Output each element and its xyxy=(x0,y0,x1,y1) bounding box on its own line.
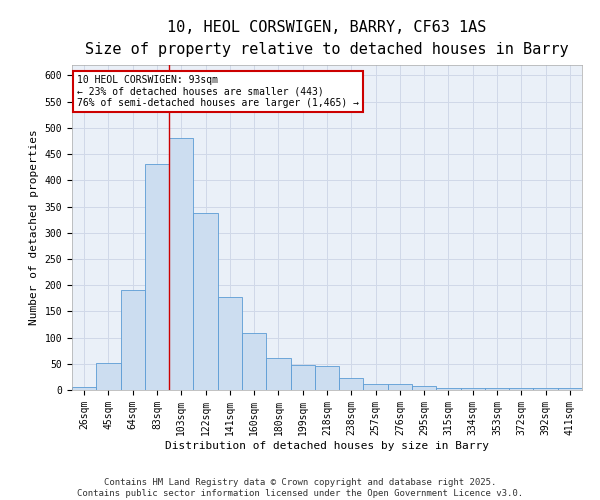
Bar xyxy=(193,214,218,390)
X-axis label: Distribution of detached houses by size in Barry: Distribution of detached houses by size … xyxy=(165,440,489,450)
Bar xyxy=(266,358,290,390)
Bar xyxy=(169,138,193,390)
Bar xyxy=(218,297,242,390)
Bar xyxy=(388,384,412,390)
Bar xyxy=(558,388,582,390)
Bar xyxy=(242,333,266,390)
Bar xyxy=(339,378,364,390)
Y-axis label: Number of detached properties: Number of detached properties xyxy=(29,130,39,326)
Title: 10, HEOL CORSWIGEN, BARRY, CF63 1AS
Size of property relative to detached houses: 10, HEOL CORSWIGEN, BARRY, CF63 1AS Size… xyxy=(85,20,569,57)
Bar xyxy=(145,164,169,390)
Bar xyxy=(412,386,436,390)
Bar xyxy=(121,290,145,390)
Bar xyxy=(485,388,509,390)
Bar xyxy=(533,388,558,390)
Bar xyxy=(509,388,533,390)
Bar xyxy=(290,366,315,390)
Bar xyxy=(72,388,96,390)
Bar xyxy=(436,388,461,390)
Bar xyxy=(461,388,485,390)
Text: 10 HEOL CORSWIGEN: 93sqm
← 23% of detached houses are smaller (443)
76% of semi-: 10 HEOL CORSWIGEN: 93sqm ← 23% of detach… xyxy=(77,74,359,108)
Bar xyxy=(96,362,121,390)
Bar xyxy=(315,366,339,390)
Text: Contains HM Land Registry data © Crown copyright and database right 2025.
Contai: Contains HM Land Registry data © Crown c… xyxy=(77,478,523,498)
Bar xyxy=(364,384,388,390)
